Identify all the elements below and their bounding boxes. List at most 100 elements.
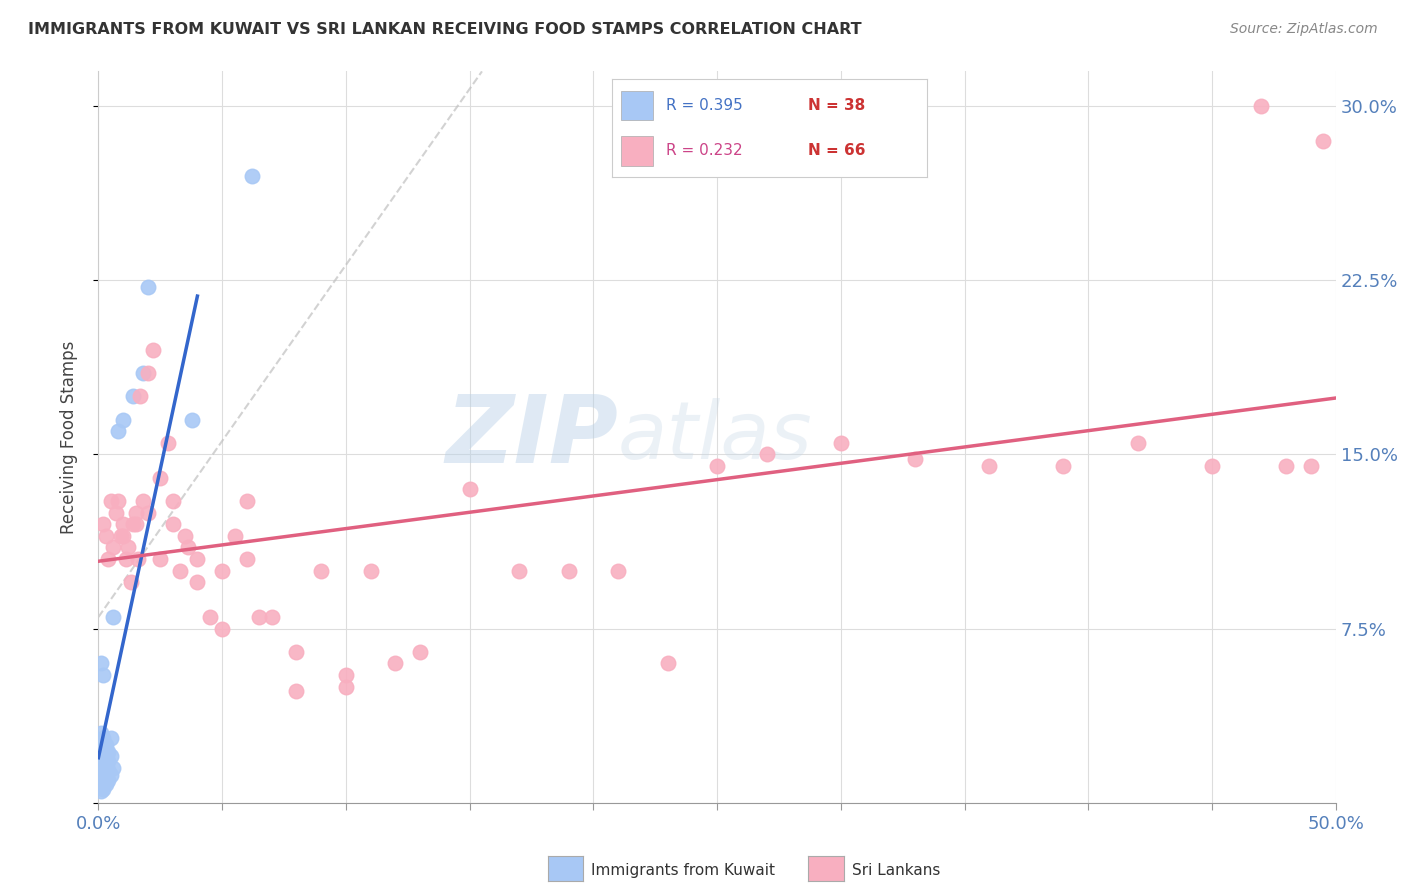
- Point: [93, 731, 115, 745]
- Point: [93, 781, 115, 796]
- Point: [409, 645, 432, 659]
- Point: [335, 668, 357, 682]
- Point: [136, 366, 159, 380]
- Point: [169, 564, 191, 578]
- Point: [122, 517, 145, 532]
- Point: [1250, 99, 1272, 113]
- Point: [136, 506, 159, 520]
- Text: Source: ZipAtlas.com: Source: ZipAtlas.com: [1230, 22, 1378, 37]
- Point: [112, 517, 135, 532]
- Point: [211, 564, 233, 578]
- Point: [309, 564, 332, 578]
- Point: [90, 784, 112, 798]
- Point: [100, 768, 122, 782]
- Point: [107, 424, 129, 438]
- Point: [90, 772, 112, 787]
- Point: [90, 726, 112, 740]
- Point: [100, 494, 122, 508]
- Point: [90, 768, 112, 782]
- Point: [93, 768, 115, 782]
- Point: [755, 448, 778, 462]
- Point: [557, 564, 579, 578]
- Point: [224, 529, 246, 543]
- Point: [94, 749, 117, 764]
- Point: [162, 494, 184, 508]
- Point: [103, 761, 125, 775]
- Point: [186, 575, 208, 590]
- Point: [149, 552, 172, 566]
- Point: [94, 777, 117, 791]
- Point: [94, 761, 117, 775]
- Point: [122, 389, 145, 403]
- Point: [110, 529, 132, 543]
- Point: [904, 452, 927, 467]
- Point: [1299, 459, 1322, 474]
- Point: [458, 483, 481, 497]
- Point: [93, 749, 115, 764]
- Point: [97, 754, 120, 768]
- Point: [247, 610, 270, 624]
- Point: [100, 731, 122, 745]
- Point: [90, 761, 112, 775]
- Point: [114, 552, 136, 566]
- Text: Immigrants from Kuwait: Immigrants from Kuwait: [591, 863, 775, 878]
- Point: [124, 517, 146, 532]
- Point: [93, 772, 115, 787]
- Point: [104, 506, 127, 520]
- Point: [94, 529, 117, 543]
- Point: [260, 610, 283, 624]
- Point: [1275, 459, 1298, 474]
- Point: [149, 471, 172, 485]
- Point: [93, 761, 115, 775]
- Text: atlas: atlas: [619, 398, 813, 476]
- Point: [508, 564, 530, 578]
- Point: [90, 754, 112, 768]
- Point: [100, 749, 122, 764]
- Point: [236, 552, 259, 566]
- Point: [211, 622, 233, 636]
- Point: [384, 657, 406, 671]
- Point: [176, 541, 198, 555]
- Point: [136, 280, 159, 294]
- Point: [607, 564, 630, 578]
- Point: [97, 772, 120, 787]
- Point: [657, 657, 679, 671]
- Point: [360, 564, 382, 578]
- Point: [93, 517, 115, 532]
- Point: [335, 680, 357, 694]
- Point: [1312, 134, 1334, 148]
- Y-axis label: Receiving Food Stamps: Receiving Food Stamps: [59, 341, 77, 533]
- Point: [90, 738, 112, 752]
- Point: [162, 517, 184, 532]
- Text: Sri Lankans: Sri Lankans: [852, 863, 941, 878]
- Point: [129, 389, 152, 403]
- Point: [90, 749, 112, 764]
- Point: [198, 610, 221, 624]
- Point: [93, 668, 115, 682]
- Point: [94, 738, 117, 752]
- Point: [285, 684, 308, 698]
- Point: [240, 169, 263, 183]
- Point: [132, 366, 155, 380]
- Point: [90, 777, 112, 791]
- Point: [830, 436, 852, 450]
- Point: [103, 541, 125, 555]
- Point: [124, 506, 146, 520]
- Point: [103, 610, 125, 624]
- Point: [706, 459, 728, 474]
- Point: [120, 575, 142, 590]
- Point: [979, 459, 1001, 474]
- Point: [127, 552, 149, 566]
- Point: [112, 529, 135, 543]
- Point: [117, 541, 139, 555]
- Point: [97, 764, 120, 778]
- Point: [285, 645, 308, 659]
- Point: [1201, 459, 1223, 474]
- Point: [97, 552, 120, 566]
- Text: ZIP: ZIP: [446, 391, 619, 483]
- Point: [156, 436, 179, 450]
- Text: IMMIGRANTS FROM KUWAIT VS SRI LANKAN RECEIVING FOOD STAMPS CORRELATION CHART: IMMIGRANTS FROM KUWAIT VS SRI LANKAN REC…: [28, 22, 862, 37]
- Point: [174, 529, 197, 543]
- Point: [181, 412, 204, 426]
- Point: [186, 552, 208, 566]
